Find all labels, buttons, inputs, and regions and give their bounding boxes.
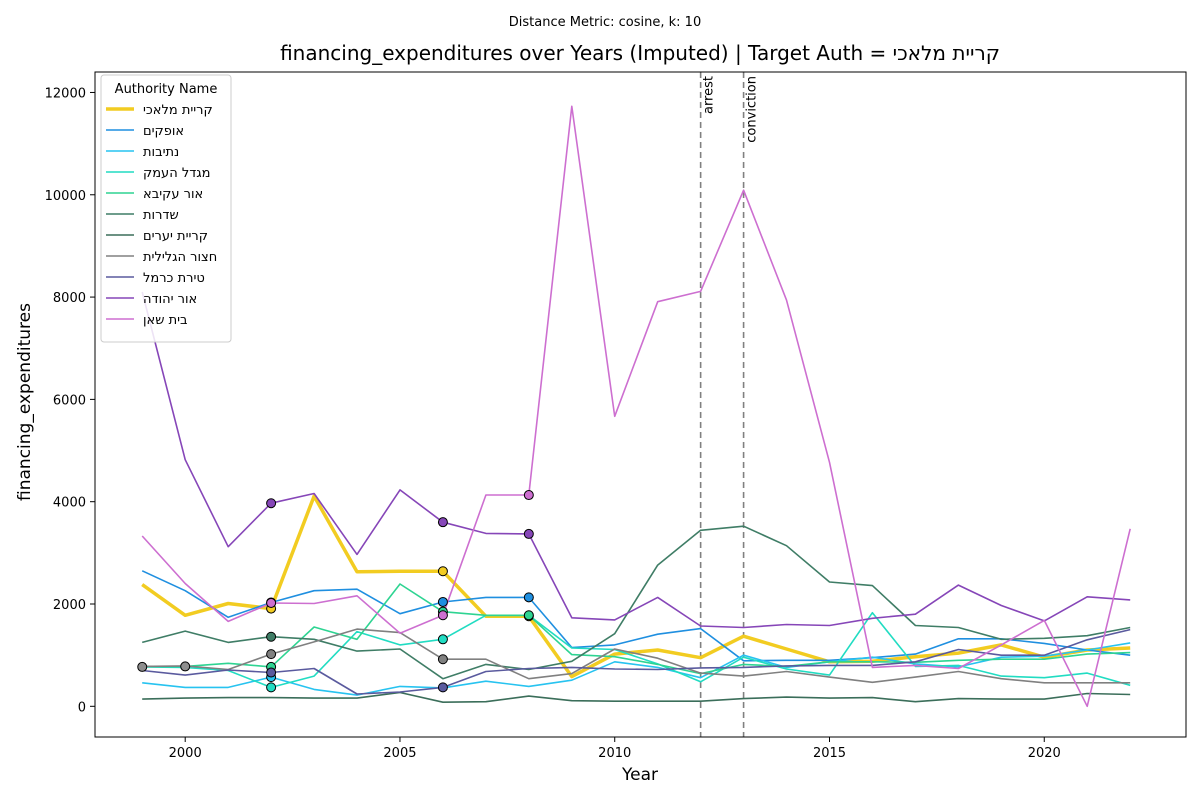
legend-label: אור יהודה (143, 292, 197, 307)
imputed-marker (180, 661, 191, 672)
axes: 2000 2005 2010 2015 2020 0 2000 4000 6000 8000 100… (45, 71, 1187, 761)
legend-title: Authority Name (115, 82, 218, 97)
x-tick-label: 2005 (383, 746, 416, 761)
legend-label: בית שאן (143, 313, 188, 328)
imputed-marker (266, 597, 277, 608)
event-label-arrest: arrest (702, 76, 717, 114)
legend-label: אור עקיבא (143, 187, 203, 202)
imputed-marker (266, 682, 277, 693)
y-tick-label: 0 (78, 700, 86, 715)
imputed-marker (266, 498, 277, 509)
y-tick-label: 8000 (53, 291, 86, 306)
series-line-7 (142, 628, 1131, 684)
series-line-10 (141, 105, 1131, 708)
y-tick-label: 4000 (53, 496, 86, 511)
x-tick-label: 2020 (1028, 746, 1061, 761)
series-line-1 (141, 570, 1131, 662)
chart-title: financing_expenditures over Years (Imput… (280, 41, 1000, 65)
x-tick-label: 2000 (169, 746, 202, 761)
legend-label: מגדל העמק (143, 166, 211, 181)
imputed-marker (523, 490, 534, 501)
plot-area: arrest conviction (137, 72, 1131, 737)
imputed-marker (523, 592, 534, 603)
y-tick-label: 12000 (45, 86, 86, 101)
imputed-marker (266, 631, 277, 642)
x-tick-label: 2015 (813, 746, 846, 761)
legend-label: קריית מלאכי (143, 103, 213, 118)
imputed-marker (437, 634, 448, 645)
y-tick-label: 10000 (45, 189, 86, 204)
imputed-marker (437, 566, 448, 577)
imputed-marker (437, 596, 448, 607)
series-line-4 (142, 583, 1131, 675)
imputed-marker (437, 654, 448, 665)
event-label-conviction: conviction (745, 76, 760, 143)
series-line-8 (142, 628, 1131, 695)
imputed-marker (266, 667, 277, 678)
imputed-marker (523, 610, 534, 621)
y-tick-label: 2000 (53, 598, 86, 613)
legend-label: קריית יערים (143, 229, 208, 244)
x-axis-label: Year (621, 765, 658, 785)
series-line-9 (141, 291, 1131, 629)
legend-box (100, 74, 232, 343)
legend-label: נתיבות (143, 145, 179, 160)
y-tick-label: 6000 (53, 393, 86, 408)
imputed-marker (437, 682, 448, 693)
imputed-marker (137, 661, 148, 672)
imputed-marker (437, 610, 448, 621)
chart-suptitle: Distance Metric: cosine, k: 10 (509, 15, 701, 30)
series-line-6 (142, 691, 1131, 704)
y-axis-label: financing_expenditures (15, 303, 35, 501)
legend-label: שדרות (143, 208, 179, 223)
series-line-0 (141, 494, 1131, 679)
legend-label: חצור הגלילית (143, 250, 217, 265)
legend-label: טירת כרמל (143, 271, 205, 286)
x-tick-label: 2010 (598, 746, 631, 761)
imputed-marker (523, 528, 534, 539)
legend: Authority Name קריית מלאכי אופקים נתיבות מגד… (100, 74, 232, 343)
legend-label: אופקים (143, 124, 184, 139)
imputed-marker (437, 517, 448, 528)
imputed-marker (266, 649, 277, 660)
plot-frame (94, 71, 1187, 738)
series-line-5 (141, 525, 1131, 680)
series-line-3 (142, 611, 1131, 689)
